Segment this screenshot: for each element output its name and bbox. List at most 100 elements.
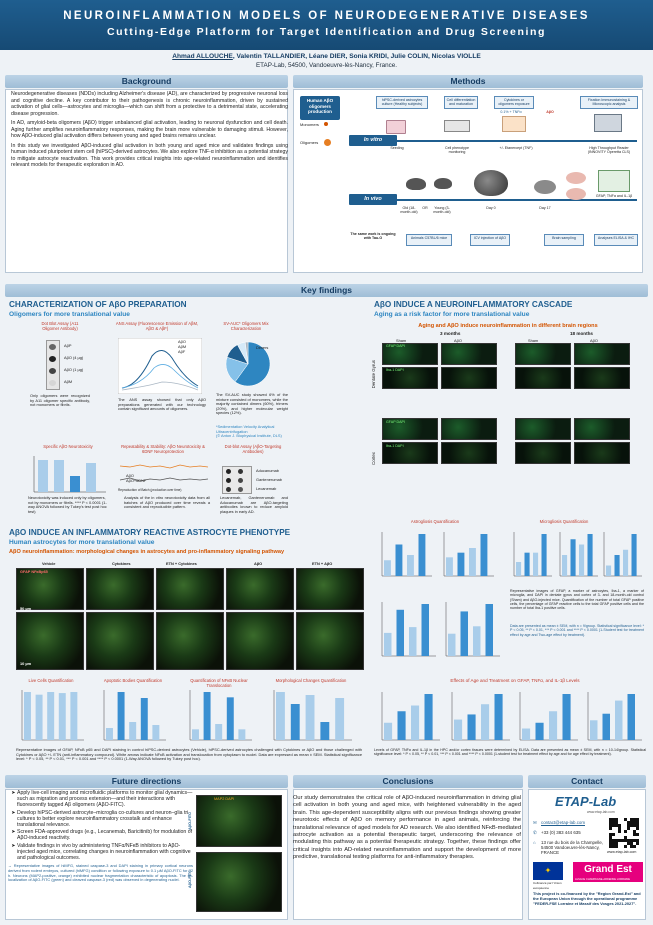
funding-note: This project is co-financed by the "Regi… — [533, 891, 641, 906]
reader-icon — [594, 114, 622, 132]
etap-logo: ETAP-Lab — [555, 794, 617, 809]
step-reader: High Throughput Reader (INNOVITY Operett… — [587, 146, 631, 154]
qr-cell — [633, 830, 636, 833]
qr-cell — [618, 830, 621, 833]
qr-cell — [630, 818, 633, 821]
dot2-c — [226, 478, 231, 483]
bar-chart — [603, 532, 642, 577]
dot2-label-1: Aducanumab — [256, 468, 279, 473]
cascade-caption: Representative images of GFAP, a marker … — [510, 589, 644, 611]
microscopy-image — [574, 442, 630, 464]
mouse-icon — [474, 170, 508, 196]
dot2-label-2: Gantenerumab — [256, 477, 282, 482]
qr-cell — [633, 845, 636, 848]
bar — [590, 720, 598, 740]
qr-cell — [624, 839, 627, 842]
in-vivo-label: In vivo — [349, 194, 397, 205]
ans-legend-1: AβO — [178, 339, 186, 344]
microscopy-image — [382, 418, 438, 440]
old-label: Old (18-month-old) — [400, 206, 418, 214]
cond-etn-abo: ETN + AβO — [312, 561, 333, 566]
future-header: Future directions — [5, 775, 288, 788]
bar — [481, 704, 490, 740]
sv-note-2: (© Anton J. Biophysical Institute, DLS) — [216, 433, 282, 438]
contact-email[interactable]: contact@etap-lab.com — [541, 820, 585, 825]
bar — [587, 534, 593, 576]
dot-4 — [49, 380, 56, 386]
bar — [384, 722, 393, 740]
qr-cell — [630, 824, 633, 827]
bar — [152, 725, 160, 740]
bar — [203, 692, 211, 740]
qr-cell — [633, 818, 636, 821]
bar — [535, 722, 544, 740]
vivo-box-sampling: Brain sampling — [544, 234, 584, 246]
phone-icon: ✆ — [533, 830, 537, 835]
repeat-legend-1: AβO — [126, 473, 134, 478]
qr-cell — [618, 827, 621, 830]
bar — [480, 534, 488, 576]
brain-icon — [566, 172, 586, 184]
dot2-title: Dot-blot Assay (AβO-Targeting Antibodies… — [224, 444, 282, 454]
email-icon: ✉ — [533, 820, 537, 825]
bar — [460, 611, 468, 656]
ans-title: ANS Assay (Fluorescence Emission of AβM,… — [115, 321, 199, 331]
method-box-exposure: Cytokines or oligomers exposure — [494, 96, 534, 109]
group-label-1: Sham — [396, 338, 407, 343]
future-img-stain: MAP2 DAPI — [214, 797, 235, 801]
dot-blot-membrane — [46, 340, 60, 390]
bar-chart — [587, 692, 642, 741]
in-vitro-arrow — [397, 140, 637, 142]
future-item: Screen FDA-approved drugs (e.g., Lecanem… — [17, 829, 193, 841]
conclusions-header: Conclusions — [293, 775, 523, 788]
young-mouse-icon — [434, 178, 452, 189]
bar — [411, 705, 420, 740]
contact-panel: ETAP-Lab www.etap-lab.com ✉ contact@etap… — [528, 789, 646, 920]
bar-chart — [559, 532, 598, 577]
bar — [533, 552, 539, 576]
astro-stain-label: GFAP NFκBp65 — [20, 570, 48, 574]
bar — [627, 694, 635, 740]
microscopy-image — [441, 343, 497, 365]
dot-blot-caption: Only oligomers were recognized by A11 ol… — [30, 393, 90, 408]
contact-web[interactable]: www.etap-lab.com — [607, 850, 637, 854]
astrocyte-image — [156, 612, 224, 670]
bar — [570, 539, 576, 576]
bar — [70, 692, 78, 740]
bar-chart — [189, 690, 252, 741]
vivo-box-analyses: Analyses ELISA & IHC — [594, 234, 638, 246]
elisa-plate-icon — [598, 170, 630, 192]
repeat-title: Repeatability & Stability: AβO Neurotoxi… — [121, 444, 205, 454]
qr-cell — [609, 833, 612, 836]
bar — [541, 534, 547, 576]
characterization-subtitle: Oligomers for more translational value — [9, 311, 130, 318]
bar-chart — [103, 690, 166, 741]
bar — [467, 714, 476, 740]
cond-abo: AβO — [254, 561, 263, 566]
qr-cell — [609, 827, 612, 830]
qr-cell — [618, 839, 621, 842]
day17-label: Day 17 — [539, 206, 551, 210]
abo-label: AβO — [546, 110, 554, 114]
astrocyte-image — [226, 612, 294, 670]
age-18-label: 18 months — [570, 331, 593, 336]
bar — [192, 729, 199, 740]
sv-note: *Sedimentation Velocity Analytical Ultra… — [216, 424, 275, 434]
bar-chart — [513, 532, 552, 577]
background-paragraph-1: Neurodegenerative diseases (NDDs) includ… — [11, 91, 288, 117]
flask-icon — [386, 120, 406, 134]
location-icon: ⌂ — [533, 840, 536, 845]
region-sub: ALSACE CHAMPAGNE-ARDENNE LORRAINE — [575, 878, 631, 881]
dot-blot-title: Dot Blot Assay (A11 Oligomer Antibody) — [41, 321, 79, 331]
effects-caption: Levels of GFAP, TNFα and IL-1β in the HP… — [374, 748, 646, 757]
qr-cell — [630, 839, 633, 842]
qr-cell — [633, 821, 636, 824]
qr-cell — [621, 839, 624, 842]
dot2-d — [238, 478, 243, 483]
quant-morph: Morphological Changes Quantification — [275, 678, 347, 683]
astro-q-title: Astrogliosis Quantification — [410, 519, 460, 524]
bar — [117, 692, 125, 740]
qr-cell — [630, 821, 633, 824]
neuro-caption: Neurotoxicity was induced only by oligom… — [28, 495, 107, 514]
